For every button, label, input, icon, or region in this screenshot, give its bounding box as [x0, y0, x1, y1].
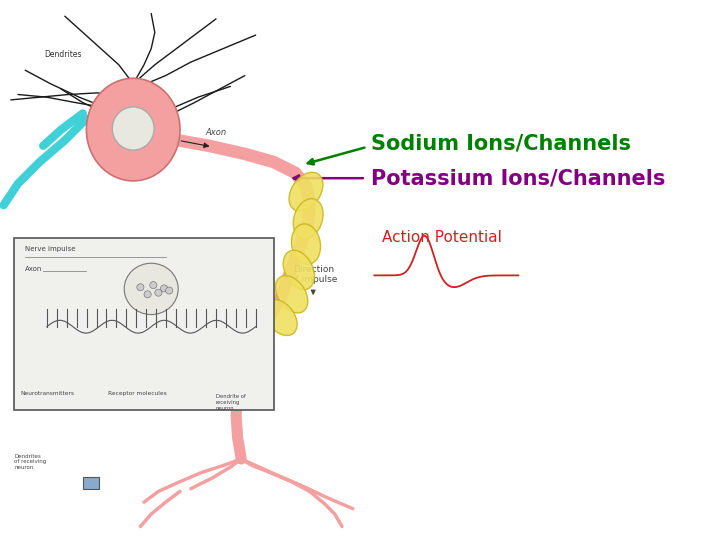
Text: Direction
of impulse: Direction of impulse: [289, 265, 337, 284]
Ellipse shape: [124, 263, 179, 314]
Ellipse shape: [144, 291, 151, 298]
Text: Neurotransmitters: Neurotransmitters: [68, 316, 237, 332]
Text: Axon: Axon: [25, 266, 42, 272]
Text: Neurotransmitters: Neurotransmitters: [20, 392, 74, 396]
Ellipse shape: [264, 300, 297, 335]
Text: Receptor molecules: Receptor molecules: [108, 392, 167, 396]
Ellipse shape: [150, 282, 157, 288]
Text: Nerve impulse: Nerve impulse: [25, 246, 76, 252]
Ellipse shape: [112, 107, 154, 150]
Text: Sodium Ions/Channels: Sodium Ions/Channels: [371, 133, 631, 153]
Text: Dendrites
of receiving
neuron: Dendrites of receiving neuron: [14, 454, 47, 470]
Ellipse shape: [283, 250, 315, 290]
Text: Potassium Ions/Channels: Potassium Ions/Channels: [371, 168, 665, 188]
Ellipse shape: [292, 224, 320, 264]
Ellipse shape: [137, 284, 144, 291]
FancyBboxPatch shape: [83, 477, 99, 489]
Text: Dendrite of
receiving
neuron: Dendrite of receiving neuron: [216, 394, 246, 411]
Ellipse shape: [289, 172, 323, 211]
FancyBboxPatch shape: [14, 238, 274, 410]
Text: (Glutamate, GABA): (Glutamate, GABA): [68, 338, 208, 353]
Text: Axon: Axon: [205, 128, 226, 137]
Text: Dendrites: Dendrites: [45, 50, 82, 59]
Ellipse shape: [161, 285, 168, 292]
Ellipse shape: [166, 287, 173, 294]
Ellipse shape: [155, 289, 162, 296]
Text: Action Potential: Action Potential: [382, 230, 501, 245]
Ellipse shape: [276, 275, 307, 313]
Ellipse shape: [293, 199, 323, 239]
Ellipse shape: [86, 78, 180, 181]
